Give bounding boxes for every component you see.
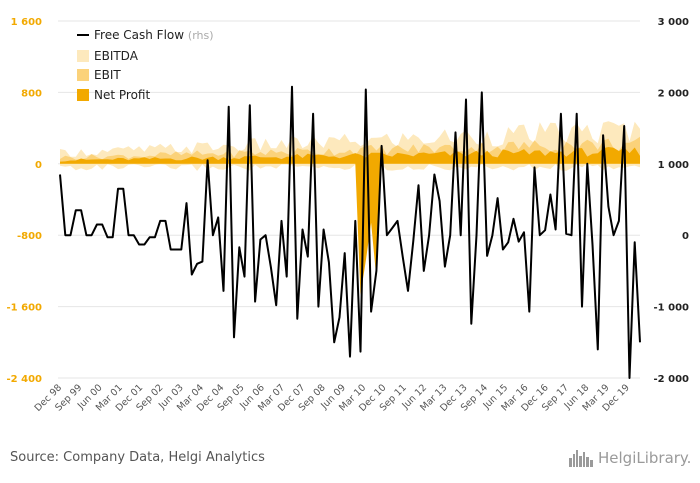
helgi-library-logo: HelgiLibrary. — [568, 448, 691, 468]
left-tick-label: 1 600 — [11, 17, 42, 28]
legend-label-ebit: EBIT — [94, 68, 121, 82]
right-tick-label: 0 — [682, 231, 689, 242]
right-tick-label: -2 000 — [654, 374, 690, 385]
left-tick-label: 800 — [21, 88, 42, 99]
free-cash-flow-line — [59, 85, 641, 379]
city-skyline-icon — [569, 450, 593, 467]
legend: Free Cash Flow (rhs) EBITDA EBIT Net Pro… — [77, 28, 214, 102]
right-tick-label: -1 000 — [654, 303, 690, 314]
right-axis: 3 000 2 000 1 000 0 -1 000 -2 000 — [654, 17, 690, 385]
right-tick-label: 2 000 — [658, 88, 689, 99]
legend-swatch-net-profit — [77, 89, 89, 101]
left-tick-label: -2 400 — [7, 374, 43, 385]
area-series — [60, 121, 640, 295]
legend-label-net-profit: Net Profit — [94, 88, 150, 102]
legend-swatch-ebitda — [77, 50, 89, 62]
right-tick-label: 1 000 — [658, 160, 689, 171]
area-net-profit — [60, 147, 640, 295]
legend-label-free-cash-flow: Free Cash Flow (rhs) — [94, 28, 214, 42]
logo-text: HelgiLibrary. — [598, 449, 692, 467]
free-cash-flow-series — [59, 85, 641, 379]
left-tick-label: 0 — [35, 160, 42, 171]
source-note: Source: Company Data, Helgi Analytics — [10, 450, 265, 465]
left-tick-label: -1 600 — [7, 303, 43, 314]
legend-label-ebitda: EBITDA — [94, 49, 139, 63]
legend-swatch-ebit — [77, 69, 89, 81]
left-tick-label: -800 — [17, 231, 42, 242]
right-tick-label: 3 000 — [658, 17, 689, 28]
left-axis: 1 600 800 0 -800 -1 600 -2 400 — [7, 17, 43, 385]
